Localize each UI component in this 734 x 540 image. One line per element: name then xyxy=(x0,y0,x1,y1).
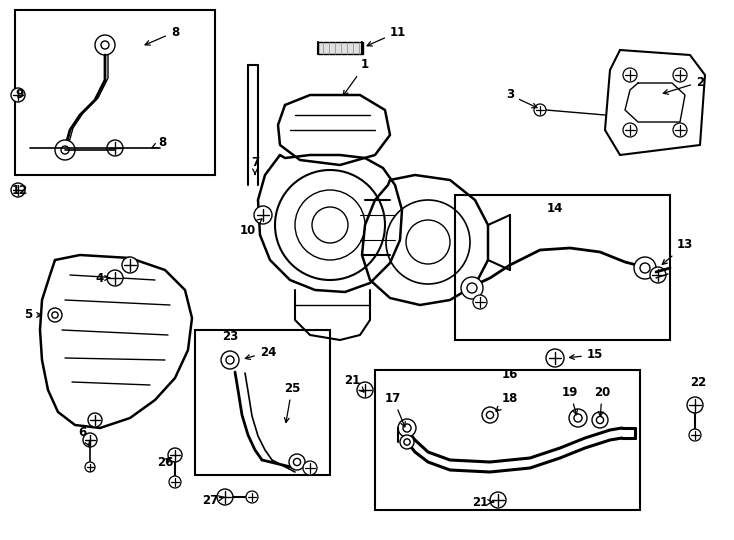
Circle shape xyxy=(48,308,62,322)
Circle shape xyxy=(169,476,181,488)
Circle shape xyxy=(461,277,483,299)
Circle shape xyxy=(303,461,317,475)
Text: 16: 16 xyxy=(502,368,518,381)
Bar xyxy=(318,42,363,54)
Text: 4: 4 xyxy=(96,272,110,285)
Text: 8: 8 xyxy=(145,25,179,45)
Circle shape xyxy=(623,68,637,82)
Text: 14: 14 xyxy=(547,201,563,214)
Bar xyxy=(195,330,330,475)
Circle shape xyxy=(11,183,25,197)
Circle shape xyxy=(254,206,272,224)
Circle shape xyxy=(168,448,182,462)
Text: 21: 21 xyxy=(344,374,364,392)
Circle shape xyxy=(95,35,115,55)
Circle shape xyxy=(546,349,564,367)
Circle shape xyxy=(398,419,416,437)
Circle shape xyxy=(473,295,487,309)
Text: 7: 7 xyxy=(251,156,259,174)
Circle shape xyxy=(122,257,138,273)
Circle shape xyxy=(83,433,97,447)
Circle shape xyxy=(217,489,233,505)
Text: 19: 19 xyxy=(562,386,578,415)
Text: 13: 13 xyxy=(662,239,693,265)
Circle shape xyxy=(357,382,373,398)
Circle shape xyxy=(634,257,656,279)
Circle shape xyxy=(650,267,666,283)
Text: 9: 9 xyxy=(16,89,24,102)
Circle shape xyxy=(11,88,25,102)
Text: 20: 20 xyxy=(594,386,610,416)
Circle shape xyxy=(689,429,701,441)
Circle shape xyxy=(490,492,506,508)
Text: 5: 5 xyxy=(24,308,41,321)
Bar xyxy=(455,195,670,340)
Text: 15: 15 xyxy=(570,348,603,361)
Circle shape xyxy=(673,123,687,137)
Circle shape xyxy=(85,462,95,472)
Circle shape xyxy=(687,397,703,413)
Circle shape xyxy=(623,123,637,137)
Circle shape xyxy=(107,140,123,156)
Text: 21: 21 xyxy=(472,496,494,509)
Text: 27: 27 xyxy=(202,494,224,507)
Circle shape xyxy=(246,491,258,503)
Circle shape xyxy=(534,104,546,116)
Text: 12: 12 xyxy=(12,184,28,197)
Circle shape xyxy=(107,270,123,286)
Text: 1: 1 xyxy=(344,58,369,96)
Text: 24: 24 xyxy=(245,346,276,360)
Bar xyxy=(375,370,640,510)
Circle shape xyxy=(569,409,587,427)
Text: 23: 23 xyxy=(222,330,238,343)
Text: 11: 11 xyxy=(367,25,406,46)
Circle shape xyxy=(592,412,608,428)
Circle shape xyxy=(482,407,498,423)
Circle shape xyxy=(400,435,414,449)
Text: 26: 26 xyxy=(157,456,173,469)
Circle shape xyxy=(289,454,305,470)
Text: 18: 18 xyxy=(496,392,518,411)
Circle shape xyxy=(221,351,239,369)
Bar xyxy=(15,10,215,175)
Text: 2: 2 xyxy=(664,76,704,94)
Text: 6: 6 xyxy=(78,426,90,446)
Text: 3: 3 xyxy=(506,89,537,108)
Text: 17: 17 xyxy=(385,392,405,427)
Text: 10: 10 xyxy=(240,219,262,237)
Circle shape xyxy=(88,413,102,427)
Circle shape xyxy=(673,68,687,82)
Text: 22: 22 xyxy=(690,375,706,388)
Text: 8: 8 xyxy=(152,137,166,150)
Circle shape xyxy=(55,140,75,160)
Text: 25: 25 xyxy=(284,381,300,422)
